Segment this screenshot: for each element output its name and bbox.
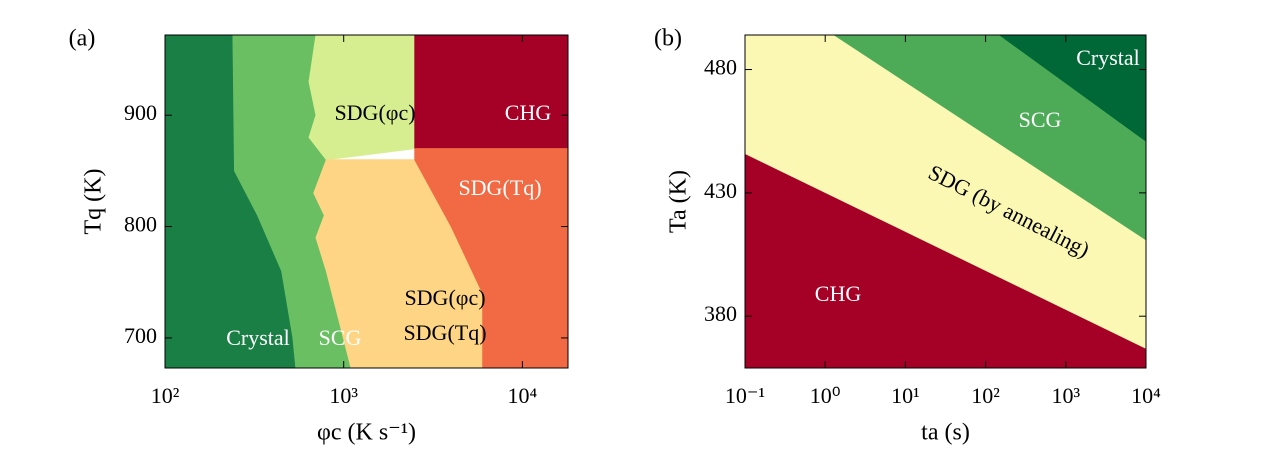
x-tick-label: 10⁴: [508, 383, 538, 408]
region-label: CHG: [505, 100, 552, 125]
x-axis-label: φc (K s⁻¹): [317, 420, 416, 446]
region: [745, 152, 1146, 368]
y-tick-label: 430: [704, 178, 737, 203]
x-axis-label: ta (s): [921, 420, 970, 446]
y-axis-label: Ta (K): [666, 170, 692, 233]
region-label: Crystal: [226, 325, 290, 350]
x-tick-label: 10¹: [891, 383, 920, 408]
x-tick-label: 10³: [1051, 383, 1080, 408]
region: [998, 35, 1146, 142]
x-tick-label: 10²: [971, 383, 1000, 408]
region: [414, 35, 568, 150]
frame: [164, 34, 569, 369]
panel-label: (b): [654, 26, 682, 52]
frame: [744, 34, 1147, 369]
region-label: CHG: [815, 281, 862, 306]
region-label: Crystal: [1076, 45, 1140, 70]
x-tick-label: 10⁰: [810, 383, 841, 408]
region: [308, 35, 416, 161]
region-label: SCG: [1019, 107, 1062, 132]
plot-area: [745, 35, 1146, 368]
x-tick-label: 10⁴: [1131, 383, 1161, 408]
region-label: SDG(Tq): [458, 175, 541, 200]
plot-area: [165, 35, 568, 368]
region-label: SDG(φc): [404, 285, 485, 310]
region-label: SCG: [319, 325, 362, 350]
region-label: SDG(Tq): [403, 320, 486, 345]
y-tick-label: 800: [124, 212, 157, 237]
region: [414, 148, 568, 368]
y-tick-label: 700: [124, 323, 157, 348]
x-tick-label: 10⁻¹: [725, 383, 765, 408]
y-tick-label: 900: [124, 100, 157, 125]
y-tick-label: 480: [704, 55, 737, 80]
x-tick-label: 10³: [329, 383, 358, 408]
y-tick-label: 380: [704, 301, 737, 326]
y-axis-label: Tq (K): [81, 169, 107, 235]
region-label: SDG(φc): [334, 100, 415, 125]
region: [833, 35, 1146, 241]
x-tick-label: 10²: [151, 383, 180, 408]
panel-label: (a): [69, 26, 96, 52]
